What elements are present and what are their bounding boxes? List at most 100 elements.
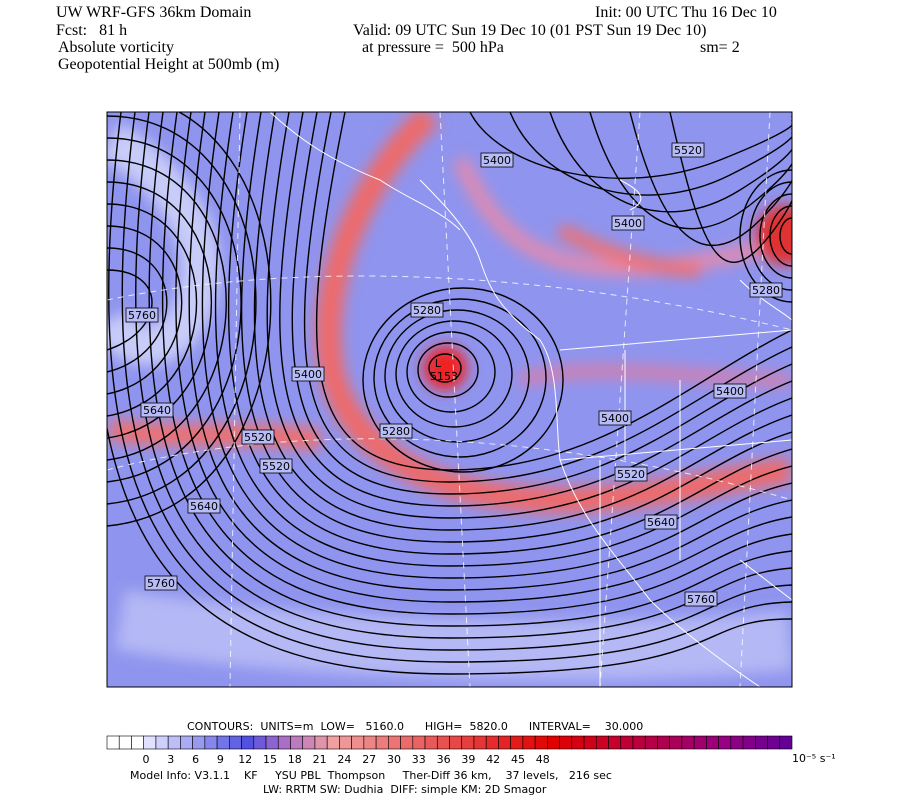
contour-label: 5400	[716, 385, 744, 398]
contour-label-box	[125, 307, 159, 323]
contour-labels: 5400 5520 5400 5280 5760 5280 5400 5640 5400 5400…	[125, 142, 783, 607]
colorbar-box	[192, 735, 206, 750]
colorbar-box	[620, 735, 634, 750]
colorbar-box	[216, 735, 230, 750]
contour	[749, 181, 792, 291]
forecast-hour: Fcst: 81 h	[56, 22, 127, 39]
colorbar-box	[351, 735, 365, 750]
physics-info: LW: RRTM SW: Dudhia DIFF: simple KM: 2D …	[263, 783, 547, 796]
colorbar-box	[204, 735, 218, 750]
contour-label: 5760	[128, 309, 156, 322]
contour-label: 5400	[601, 412, 629, 425]
contour-label-box	[144, 575, 178, 591]
contour	[739, 169, 792, 303]
colorbar-box	[473, 735, 487, 750]
colorbar-label: 12	[238, 753, 252, 766]
colorbar-units: 10⁻⁵ s⁻¹	[792, 752, 836, 765]
colorbar-box	[595, 735, 609, 750]
colorbar-box	[143, 735, 157, 750]
contour-label: 5760	[687, 593, 715, 606]
colorbar-box	[229, 735, 242, 750]
colorbar: 0 3 6 9 12 15 18 21 24 27 30 33 36 39 42 45 48 10⁻⁵ s⁻¹	[106, 735, 836, 766]
contour	[291, 112, 792, 495]
contour	[279, 112, 792, 507]
colorbar-box	[106, 735, 120, 750]
contour	[107, 112, 272, 527]
colorbar-box	[559, 735, 573, 750]
colorbar-box	[290, 735, 304, 750]
colorbar-box	[583, 735, 597, 750]
contour	[669, 112, 792, 263]
contour	[188, 112, 792, 591]
contour-label: 5280	[413, 304, 441, 317]
colorbar-box	[180, 735, 193, 750]
contour	[214, 112, 792, 567]
colorbar-box	[167, 735, 181, 750]
contour	[362, 287, 564, 473]
contour	[108, 112, 792, 663]
colorbar-box	[375, 735, 389, 750]
contour-label: 5640	[143, 404, 171, 417]
contour-label: 5640	[647, 516, 675, 529]
contour-label-box	[713, 383, 747, 399]
contour	[629, 112, 792, 247]
contour-label: 5520	[674, 144, 702, 157]
colorbar-box	[644, 735, 658, 750]
contour	[469, 112, 792, 179]
contour	[395, 320, 513, 428]
colorbar-label: 39	[461, 753, 475, 766]
contour-label-box	[291, 366, 325, 382]
colorbar-label: 48	[536, 753, 550, 766]
colorbar-box	[436, 735, 450, 750]
colorbar-box	[363, 735, 377, 750]
contour-label-box	[187, 498, 221, 514]
contour	[107, 137, 242, 483]
contour	[373, 298, 547, 458]
contour	[549, 112, 792, 213]
low-symbol: L	[435, 357, 442, 370]
contour-info: CONTOURS: UNITS=m LOW= 5160.0 HIGH= 5820…	[187, 720, 643, 733]
colorbar-label: 15	[263, 753, 277, 766]
contour	[107, 159, 227, 461]
field-name: Absolute vorticity	[58, 39, 174, 56]
contour	[315, 112, 792, 471]
colorbar-box	[339, 735, 352, 750]
colorbar-box	[547, 735, 560, 750]
valid-time: Valid: 09 UTC Sun 19 Dec 10 (01 PST Sun …	[353, 22, 706, 39]
contour	[779, 217, 792, 255]
colorbar-box	[449, 735, 463, 750]
colorbar-label: 33	[412, 753, 426, 766]
contour-label-box	[379, 423, 413, 439]
contour	[175, 112, 792, 603]
smoothing: sm= 2	[700, 39, 740, 56]
contour-label-box	[749, 282, 783, 298]
contour	[107, 269, 153, 351]
contour	[107, 115, 257, 505]
colorbar-box	[669, 735, 683, 750]
colorbar-box	[742, 735, 756, 750]
colorbar-box	[571, 735, 585, 750]
colorbar-box	[706, 735, 719, 750]
contour	[417, 342, 479, 398]
colorbar-box	[302, 735, 316, 750]
contour	[107, 112, 792, 675]
contour-label: 5280	[752, 284, 780, 297]
contour-label: 5520	[244, 431, 272, 444]
pressure-level: at pressure = 500 hPa	[362, 39, 504, 56]
contour-label-box	[671, 142, 705, 158]
colorbar-label: 21	[313, 753, 327, 766]
contour	[107, 247, 168, 373]
contour	[589, 112, 792, 230]
colorbar-box	[522, 735, 536, 750]
contour-label: 5520	[617, 468, 645, 481]
contour	[759, 193, 792, 279]
contour-label: 5400	[483, 154, 511, 167]
contour-label-box	[644, 514, 678, 530]
contour-label: 5520	[262, 460, 290, 473]
colorbar-box	[412, 735, 426, 750]
map: 5400 5520 5400 5280 5760 5280 5400 5640 5400 5400…	[107, 112, 792, 687]
contour	[107, 203, 198, 417]
colorbar-box	[534, 735, 548, 750]
low-value: 5153	[430, 370, 458, 383]
